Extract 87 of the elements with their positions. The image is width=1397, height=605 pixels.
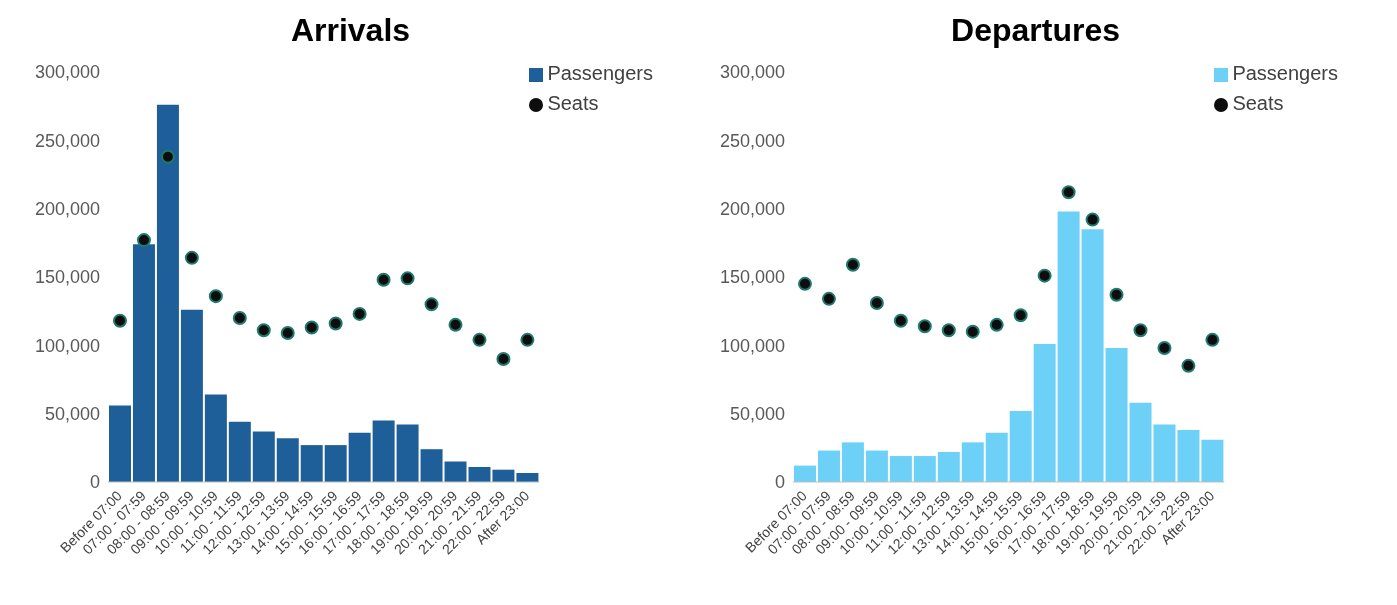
- legend-label: Passengers: [1232, 62, 1338, 84]
- point: [1157, 341, 1172, 356]
- point: [1037, 268, 1052, 283]
- point: [893, 313, 908, 328]
- y-tick-label: 200,000: [34, 199, 100, 220]
- bar: [937, 451, 960, 482]
- point: [917, 319, 932, 334]
- bar: [817, 450, 840, 482]
- chart-title: Departures: [950, 11, 1121, 50]
- y-tick-label: 250,000: [719, 130, 785, 151]
- point: [1205, 332, 1220, 347]
- legend-label: Seats: [1232, 92, 1284, 114]
- point: [448, 317, 463, 332]
- point: [821, 291, 836, 306]
- point: [472, 332, 487, 347]
- legend-label: Passengers: [547, 62, 653, 84]
- bar: [396, 424, 419, 482]
- bar: [1057, 211, 1080, 482]
- bar: [132, 244, 155, 482]
- y-tick-label: 150,000: [719, 267, 785, 288]
- point: [112, 313, 127, 328]
- bar: [1009, 410, 1032, 482]
- point: [376, 272, 391, 287]
- bar: [420, 449, 443, 482]
- point: [400, 271, 415, 286]
- point: [496, 352, 511, 366]
- point: [989, 317, 1004, 332]
- point: [1013, 308, 1028, 323]
- point: [232, 311, 247, 325]
- y-tick-label: 100,000: [719, 335, 785, 356]
- y-tick-label: 0: [774, 472, 785, 493]
- point: [965, 324, 980, 339]
- point: [1061, 185, 1076, 200]
- point: [328, 316, 343, 331]
- y-tick-label: 0: [89, 472, 100, 493]
- bar: [961, 442, 984, 482]
- bar: [228, 421, 251, 482]
- bar: [1177, 430, 1200, 482]
- point: [520, 332, 535, 347]
- y-tick-label: 50,000: [729, 404, 785, 425]
- bar: [276, 438, 299, 482]
- legend-label: Seats: [547, 92, 599, 114]
- bar: [841, 442, 864, 482]
- bar: [1201, 439, 1224, 482]
- bar: [794, 465, 816, 482]
- point: [184, 250, 199, 265]
- point: [1085, 212, 1100, 227]
- point: [208, 289, 223, 304]
- point: [424, 297, 439, 312]
- y-tick-label: 50,000: [44, 404, 100, 425]
- bar: [372, 420, 395, 482]
- bar: [300, 445, 323, 482]
- point: [1109, 287, 1124, 302]
- point: [136, 233, 151, 248]
- bar: [156, 104, 179, 482]
- y-tick-label: 150,000: [34, 267, 100, 288]
- y-tick-label: 300,000: [719, 62, 785, 83]
- chart-title: Arrivals: [289, 11, 412, 50]
- bar: [109, 405, 131, 482]
- bar: [985, 432, 1008, 482]
- point: [1133, 323, 1148, 338]
- point: [845, 257, 860, 272]
- point: [869, 295, 884, 310]
- y-tick-label: 100,000: [34, 335, 100, 356]
- bar: [1033, 343, 1056, 482]
- bar: [1081, 229, 1104, 482]
- bar: [324, 445, 347, 482]
- point: [941, 323, 956, 338]
- y-tick-label: 300,000: [34, 62, 100, 83]
- point: [160, 149, 175, 164]
- bar: [913, 456, 936, 482]
- point: [352, 306, 367, 321]
- bar: [180, 309, 203, 482]
- point: [1181, 358, 1196, 373]
- bar: [252, 431, 275, 482]
- point: [280, 326, 295, 341]
- bar: [516, 473, 539, 482]
- y-tick-label: 250,000: [34, 130, 100, 151]
- point: [797, 276, 812, 291]
- bar: [348, 432, 371, 482]
- bar: [865, 450, 888, 482]
- point: [256, 323, 271, 338]
- bar: [204, 394, 227, 482]
- point: [304, 320, 319, 335]
- y-tick-label: 200,000: [719, 199, 785, 220]
- bar: [1105, 348, 1128, 482]
- bar: [889, 456, 912, 482]
